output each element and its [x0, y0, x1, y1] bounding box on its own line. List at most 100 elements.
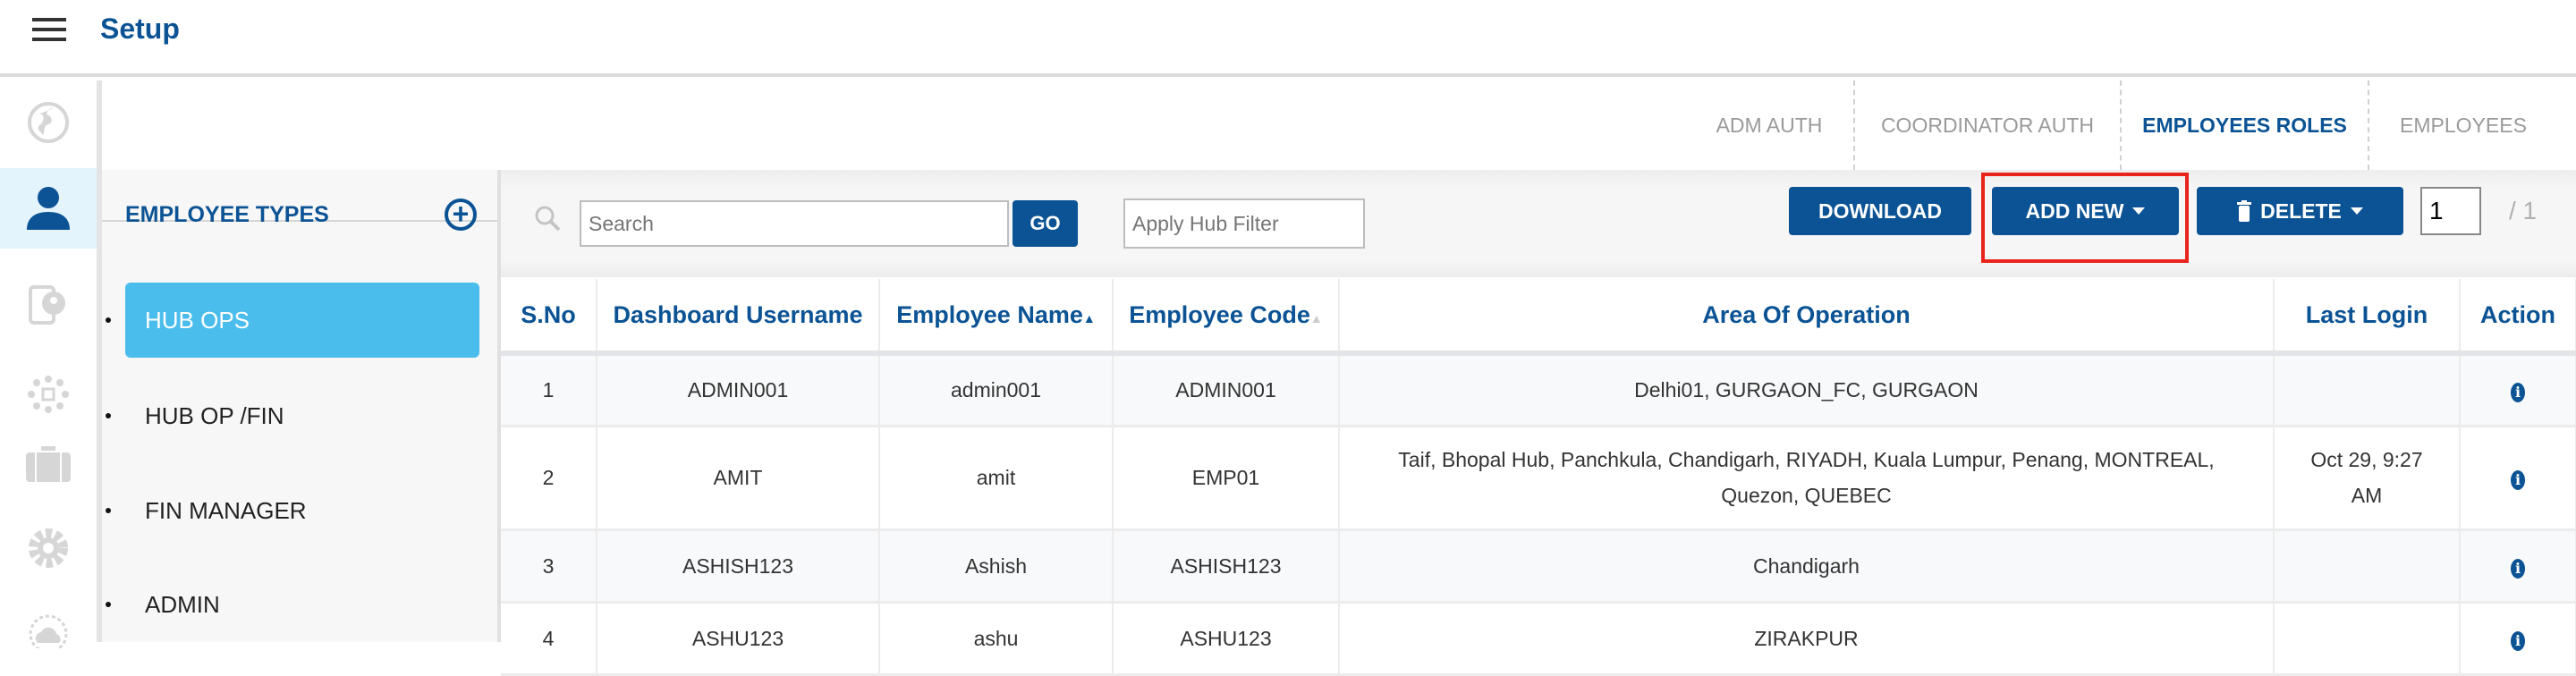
cell-sno: 1 [501, 353, 597, 427]
caret-down-icon [2132, 207, 2146, 215]
tab-employees-roles[interactable]: EMPLOYEES ROLES [2142, 113, 2347, 137]
table-row: 2 AMIT amit EMP01 Taif, Bhopal Hub, Panc… [501, 426, 2576, 531]
column-employee-name-label: Employee Name [896, 300, 1083, 328]
employee-types-title: EMPLOYEE TYPES [125, 202, 329, 227]
trash-icon [2237, 200, 2252, 222]
highlight-box [1981, 173, 2189, 263]
icon-rail [0, 80, 102, 648]
add-new-button[interactable]: ADD NEW [1992, 187, 2179, 235]
tab-divider [1853, 80, 1855, 170]
caret-down-icon [2350, 207, 2363, 215]
settings-gear-icon [29, 528, 68, 568]
cell-area: Delhi01, GURGAON_FC, GURGAON [1339, 353, 2275, 427]
cell-action: i [2460, 529, 2576, 604]
info-icon[interactable]: i [2511, 383, 2525, 403]
hamburger-icon[interactable] [32, 18, 66, 41]
cell-sno: 2 [501, 426, 597, 531]
cell-name: Ashish [879, 529, 1114, 604]
tab-divider [2368, 80, 2369, 170]
tab-coordinator-auth[interactable]: COORDINATOR AUTH [1880, 113, 2095, 137]
rail-item-phone-user[interactable] [0, 265, 97, 345]
cell-code: ASHU123 [1113, 602, 1340, 676]
tab-divider [2120, 80, 2122, 170]
globe-icon [28, 102, 69, 143]
employee-type-hub-ops[interactable]: HUB OPS [125, 283, 479, 358]
column-dashboard-username[interactable]: Dashboard Username [597, 279, 880, 356]
bullet-icon [106, 413, 111, 418]
tab-adm-auth[interactable]: ADM AUTH [1716, 113, 1823, 137]
cell-action: i [2460, 426, 2576, 531]
rail-item-briefcase[interactable] [0, 424, 97, 504]
cell-name: ashu [879, 602, 1114, 676]
cell-sno: 4 [501, 602, 597, 676]
column-last-login[interactable]: Last Login [2274, 279, 2461, 356]
user-icon [27, 187, 70, 230]
hub-filter-input[interactable] [1123, 199, 1365, 249]
rail-item-cloud[interactable] [0, 590, 97, 671]
table-header-row: S.No Dashboard Username Employee Name▲ E… [501, 279, 2576, 356]
network-icon [28, 376, 69, 413]
column-action: Action [2460, 279, 2576, 356]
info-icon[interactable]: i [2511, 630, 2525, 651]
info-icon[interactable]: i [2511, 470, 2525, 490]
employee-type-hub-op-fin[interactable]: HUB OP /FIN [145, 401, 284, 429]
table-row: 4 ASHU123 ashu ASHU123 ZIRAKPUR i [501, 602, 2576, 676]
column-employee-code-label: Employee Code [1129, 300, 1310, 328]
cell-last-login [2274, 353, 2461, 427]
employee-type-fin-manager[interactable]: FIN MANAGER [145, 496, 307, 524]
cell-action: i [2460, 353, 2576, 427]
sort-asc-icon[interactable]: ▲ [1082, 310, 1096, 325]
rail-item-network[interactable] [0, 354, 97, 435]
add-employee-type-button[interactable]: + [445, 199, 477, 231]
bullet-icon [106, 508, 111, 513]
cell-area: Taif, Bhopal Hub, Panchkula, Chandigarh,… [1339, 426, 2275, 531]
employee-types-header: EMPLOYEE TYPES + [102, 170, 497, 231]
cell-name: amit [879, 426, 1114, 531]
cell-code: ASHISH123 [1113, 529, 1340, 604]
column-employee-name[interactable]: Employee Name▲ [879, 279, 1114, 356]
employee-type-admin[interactable]: ADMIN [145, 590, 220, 618]
bullet-icon [106, 602, 111, 607]
cell-username: AMIT [597, 426, 880, 531]
tab-employees[interactable]: EMPLOYEES [2400, 113, 2527, 137]
cell-area: ZIRAKPUR [1339, 602, 2275, 676]
sort-icon[interactable]: ▲ [1309, 310, 1323, 325]
cell-last-login [2274, 529, 2461, 604]
cell-username: ASHISH123 [597, 529, 880, 604]
info-icon[interactable]: i [2511, 558, 2525, 579]
briefcase-icon [26, 446, 71, 482]
employee-types-panel: EMPLOYEE TYPES + HUB OPS HUB OP /FIN FIN… [102, 170, 501, 642]
download-button[interactable]: DOWNLOAD [1789, 187, 1971, 235]
toolbar: GO DOWNLOAD ADD NEW DELETE / 1 [501, 170, 2576, 277]
go-button[interactable]: GO [1013, 200, 1078, 247]
column-area-of-operation[interactable]: Area Of Operation [1339, 279, 2275, 356]
table-row: 3 ASHISH123 Ashish ASHISH123 Chandigarh … [501, 529, 2576, 604]
column-sno[interactable]: S.No [501, 279, 597, 356]
rail-item-settings[interactable] [0, 508, 97, 588]
bullet-icon [106, 317, 111, 323]
cell-last-login [2274, 602, 2461, 676]
rail-item-globe[interactable] [0, 82, 97, 163]
cell-code: ADMIN001 [1113, 353, 1340, 427]
rail-item-user[interactable] [0, 168, 97, 249]
search-icon [535, 206, 561, 232]
table-row: 1 ADMIN001 admin001 ADMIN001 Delhi01, GU… [501, 353, 2576, 427]
tab-bar: ADM AUTH COORDINATOR AUTH EMPLOYEES ROLE… [102, 80, 2576, 170]
page-title: Setup [100, 13, 180, 45]
cell-sno: 3 [501, 529, 597, 604]
top-bar: Setup [0, 0, 2576, 77]
cell-last-login: Oct 29, 9:27 AM [2274, 426, 2461, 531]
phone-user-icon [29, 285, 65, 325]
add-new-label: ADD NEW [2025, 199, 2124, 223]
page-number-input[interactable] [2420, 187, 2481, 235]
cloud-icon [29, 614, 68, 648]
cell-area: Chandigarh [1339, 529, 2275, 604]
delete-button[interactable]: DELETE [2197, 187, 2403, 235]
cell-name: admin001 [879, 353, 1114, 427]
cell-code: EMP01 [1113, 426, 1340, 531]
column-employee-code[interactable]: Employee Code▲ [1113, 279, 1340, 356]
page-total: / 1 [2509, 197, 2538, 224]
search-input[interactable] [580, 200, 1009, 247]
cell-action: i [2460, 602, 2576, 676]
cell-username: ASHU123 [597, 602, 880, 676]
